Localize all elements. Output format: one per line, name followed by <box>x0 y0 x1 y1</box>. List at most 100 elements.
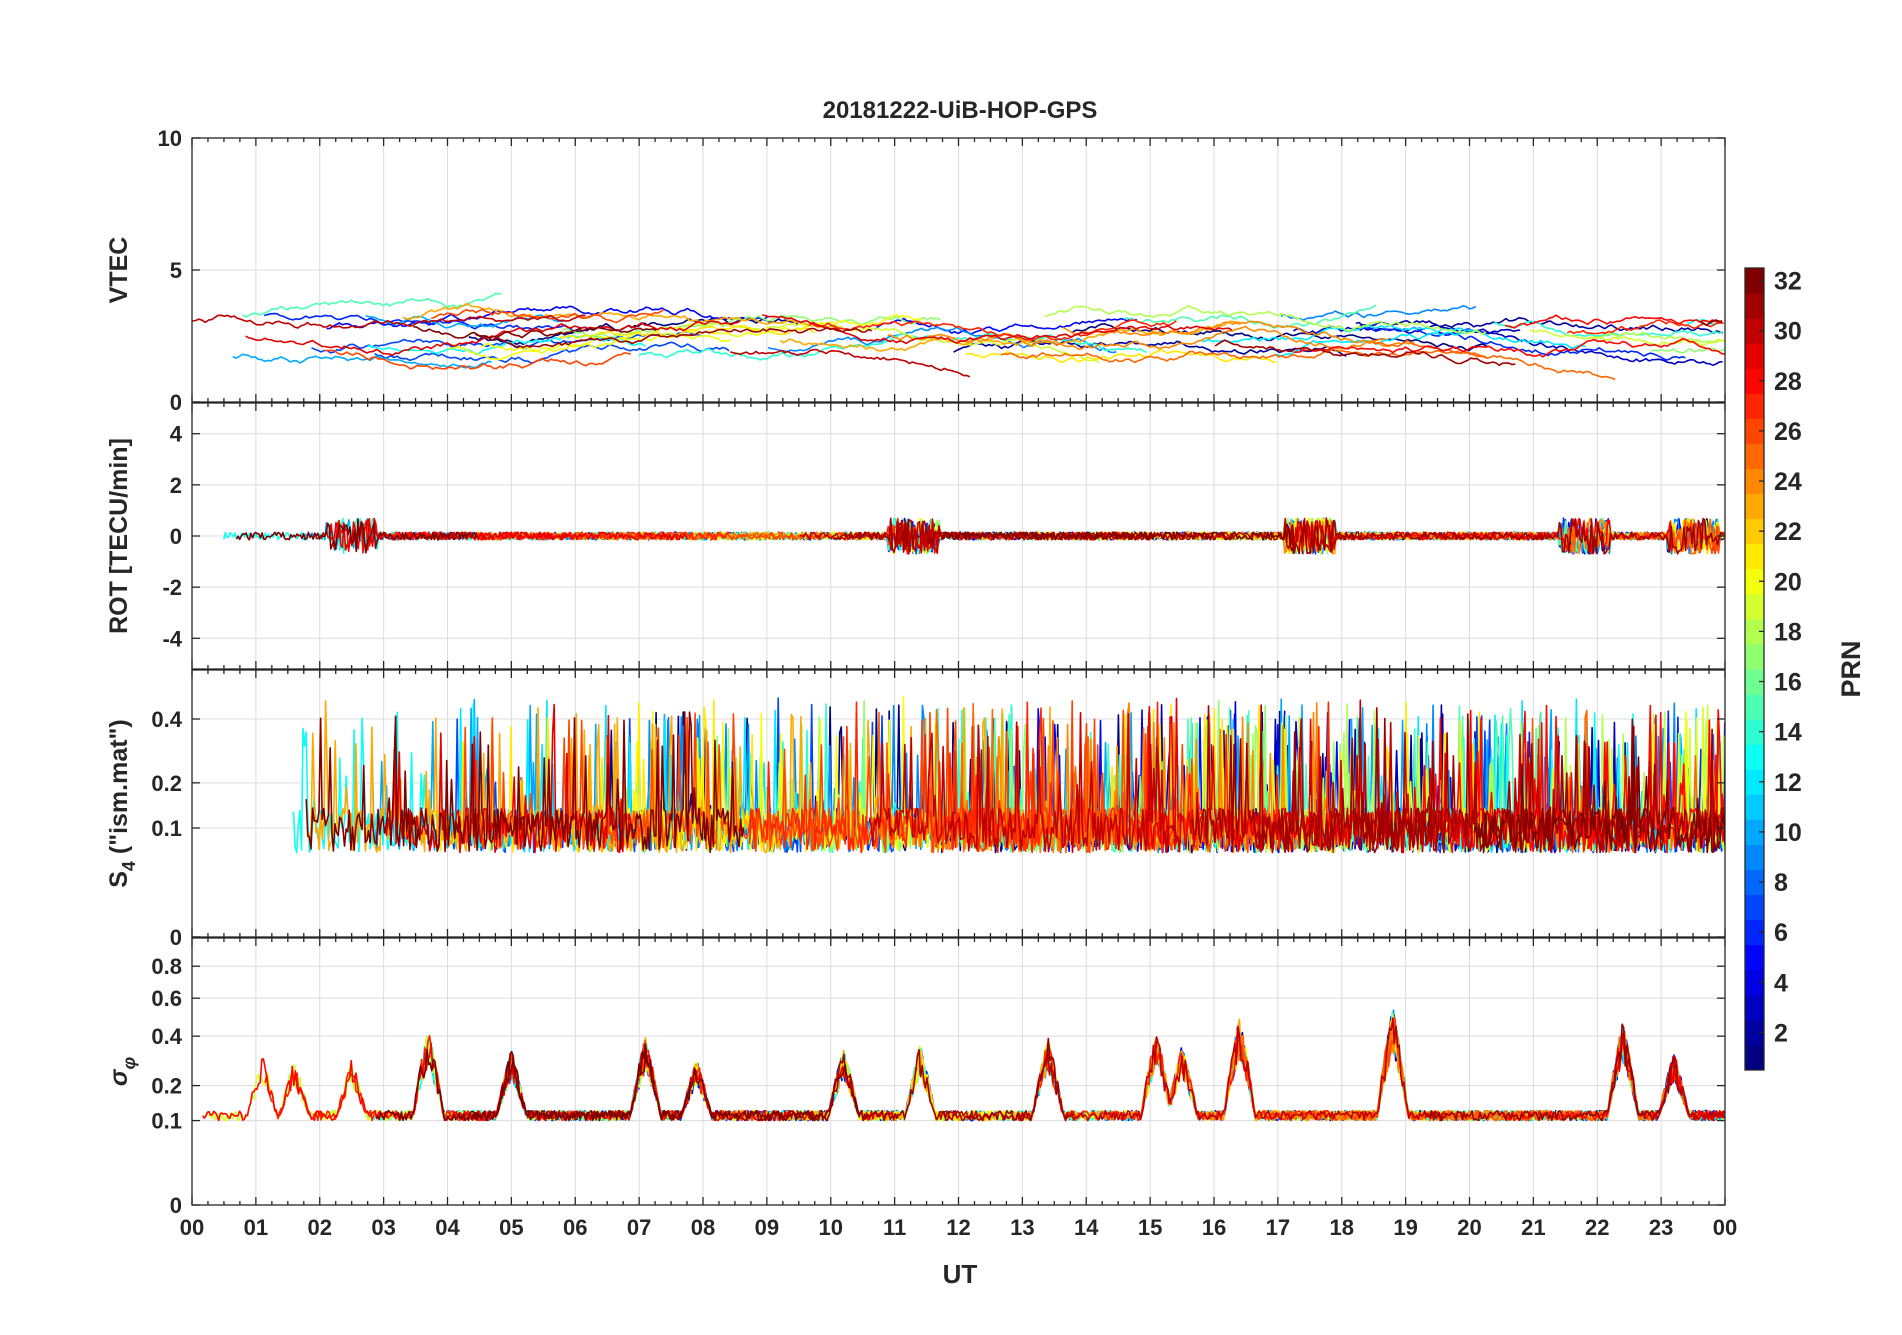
colorbar-tick-label: 22 <box>1774 518 1802 546</box>
series-line-prn-18 <box>1183 703 1380 854</box>
series-line-prn-15 <box>242 292 502 318</box>
colorbar-band <box>1745 343 1764 369</box>
series-line-prn-25 <box>516 531 877 541</box>
series-line-prn-23 <box>779 320 1241 352</box>
x-tick-label: 10 <box>819 1215 843 1240</box>
colorbar-band <box>1745 819 1764 845</box>
series-line-prn-12 <box>1202 324 1586 350</box>
x-tick-label: 13 <box>1010 1215 1034 1240</box>
colorbar-band <box>1745 1019 1764 1046</box>
colorbar-frame <box>1744 267 1765 1071</box>
y-tick-label: 0.2 <box>151 1074 182 1099</box>
colorbar-band <box>1745 468 1764 495</box>
colorbar-band <box>1745 418 1764 444</box>
y-tick-label: 0 <box>170 1193 182 1218</box>
x-tick-label: 05 <box>499 1215 523 1240</box>
x-tick-label: 00 <box>1713 1215 1737 1240</box>
chart-title: 20181222-UiB-HOP-GPS <box>823 97 1098 124</box>
colorbar-band <box>1745 969 1764 996</box>
colorbar-tick-label: 12 <box>1774 769 1802 797</box>
colorbar-tick-label: 32 <box>1774 268 1802 296</box>
x-tick-label: 00 <box>180 1215 204 1240</box>
colorbar-tick-label: 14 <box>1774 719 1802 747</box>
series-line-prn-32 <box>235 518 479 554</box>
colorbar-band <box>1745 769 1764 795</box>
series-line-prn-27 <box>808 319 1177 341</box>
colorbar-band <box>1745 318 1764 344</box>
series-line-prn-32 <box>942 523 1295 552</box>
series-line-prn-31 <box>705 1037 1075 1122</box>
x-tick-label: 18 <box>1330 1215 1354 1240</box>
series-line-prn-18 <box>1044 305 1487 335</box>
x-tick-label: 20 <box>1457 1215 1481 1240</box>
colorbar-band <box>1745 1044 1764 1071</box>
series-line-prn-28 <box>1293 337 1725 358</box>
series-line-prn-30 <box>868 711 1182 854</box>
colorbar-band <box>1745 919 1764 946</box>
series-line-prn-31 <box>475 326 872 349</box>
series-line-prn-9 <box>1280 305 1477 321</box>
y-tick-label: 10 <box>158 126 182 151</box>
y-axis-label-vtec: VTEC <box>105 237 133 304</box>
x-axis-label: UT <box>943 1259 978 1289</box>
y-tick-label: 2 <box>170 473 182 498</box>
y-tick-label: 0 <box>170 925 182 950</box>
series-line-prn-2 <box>953 339 1347 357</box>
series-line-prn-32 <box>305 711 745 853</box>
y-axis-label-rot: ROT [TECU/min] <box>105 438 133 634</box>
colorbar-band <box>1745 368 1764 394</box>
colorbar-band <box>1745 894 1764 921</box>
series-line-prn-31 <box>1423 1023 1676 1122</box>
y-tick-label: 0.8 <box>151 954 182 979</box>
x-tick-label: 15 <box>1138 1215 1162 1240</box>
colorbar-band <box>1745 518 1764 545</box>
series-line-prn-25 <box>1372 339 1616 381</box>
colorbar-band <box>1745 719 1764 745</box>
x-tick-label: 12 <box>946 1215 970 1240</box>
series-line-prn-27 <box>1566 319 1724 335</box>
x-tick-label: 09 <box>755 1215 779 1240</box>
y-tick-label: 4 <box>170 422 183 447</box>
series-line-prn-18 <box>1588 331 1723 344</box>
y-tick-label: 0.2 <box>151 771 182 796</box>
x-tick-label: 21 <box>1521 1215 1545 1240</box>
colorbar-band <box>1745 844 1764 870</box>
series-group <box>292 696 1725 854</box>
panel-rot: -4 -2 0 2 4 ROT [TECU/min] <box>105 402 1726 670</box>
y-axis-label-s4: S4 ("ism.mat") <box>105 719 139 888</box>
series-line-prn-20 <box>481 332 732 354</box>
colorbar-band <box>1745 393 1764 419</box>
y-tick-label: 0.6 <box>151 986 182 1011</box>
y-tick-label: 0.1 <box>151 816 182 841</box>
colorbar-band <box>1745 443 1764 469</box>
colorbar-band <box>1745 994 1764 1021</box>
series-line-prn-14 <box>1492 320 1723 338</box>
y-tick-label: 0.4 <box>151 707 182 732</box>
x-tick-label: 08 <box>691 1215 715 1240</box>
series-line-prn-28 <box>1362 517 1674 555</box>
series-line-prn-31 <box>1214 339 1516 367</box>
x-tick-label: 22 <box>1585 1215 1609 1240</box>
colorbar-tick-label: 24 <box>1774 468 1802 496</box>
series-line-prn-32 <box>1699 319 1723 326</box>
colorbar-band <box>1745 493 1764 520</box>
colorbar-band <box>1745 643 1764 670</box>
x-tick-label: 04 <box>435 1215 460 1240</box>
series-line-prn-32 <box>413 325 657 340</box>
y-tick-label: 0.4 <box>151 1024 182 1049</box>
colorbar-band <box>1745 669 1764 695</box>
colorbar-tick-label: 20 <box>1774 568 1802 596</box>
series-line-prn-31 <box>1190 704 1438 854</box>
colorbar-tick-label: 6 <box>1774 919 1788 947</box>
x-tick-label: 06 <box>563 1215 587 1240</box>
y-tick-label: 0 <box>170 524 182 549</box>
series-group <box>192 292 1725 381</box>
series-line-prn-27 <box>1017 1034 1338 1122</box>
colorbar-tick-label: 30 <box>1774 318 1802 346</box>
series-line-prn-32 <box>1473 725 1725 854</box>
x-tick-label: 03 <box>371 1215 395 1240</box>
